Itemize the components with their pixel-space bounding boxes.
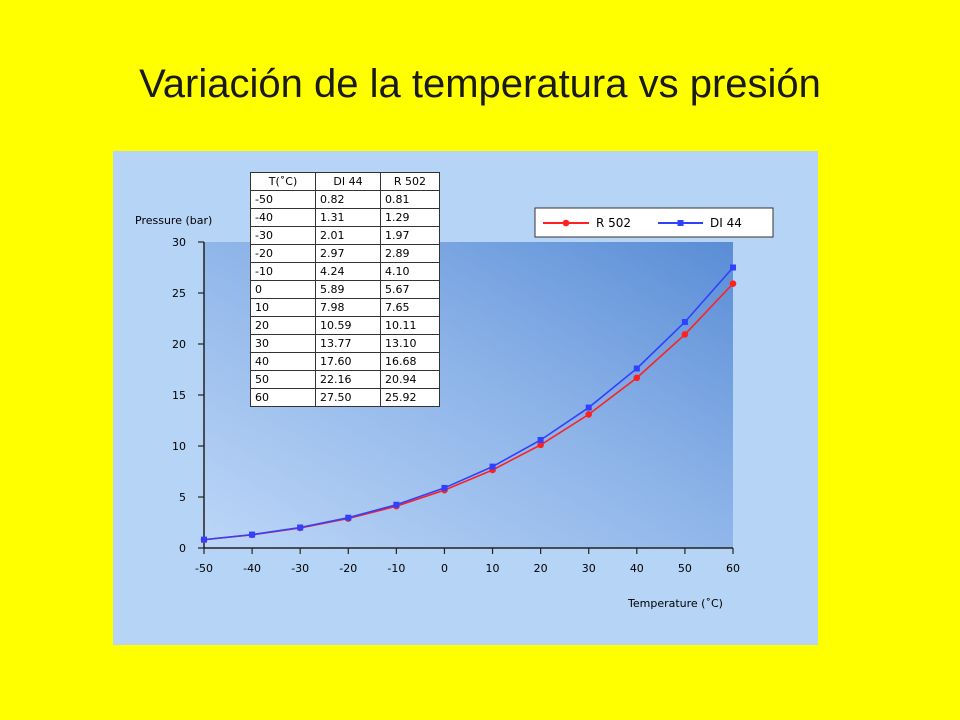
table-cell: 4.10 bbox=[380, 262, 440, 281]
table-cell: 17.60 bbox=[315, 352, 381, 371]
table-row: 0 5.89 5.67 bbox=[250, 280, 440, 299]
table-cell: 2.01 bbox=[315, 226, 381, 245]
table-cell: 13.77 bbox=[315, 334, 381, 353]
table-row: 10 7.98 7.65 bbox=[250, 298, 440, 317]
table-cell: 27.50 bbox=[315, 388, 381, 407]
table-row: 40 17.60 16.68 bbox=[250, 352, 440, 371]
legend-label-r-502: R 502 bbox=[596, 216, 631, 230]
table-cell: 20 bbox=[250, 316, 316, 335]
table-row: 50 22.16 20.94 bbox=[250, 370, 440, 389]
x-tick-label: -30 bbox=[291, 562, 309, 575]
table-cell: 7.65 bbox=[380, 298, 440, 317]
data-point-di-44 bbox=[393, 501, 400, 508]
table-cell: 2.97 bbox=[315, 244, 381, 263]
data-table: T(˚C) DI 44 R 502 -50 0.82 0.81 -40 1.31 1.29 -3… bbox=[250, 172, 440, 407]
table-cell: 10.11 bbox=[380, 316, 440, 335]
table-cell: -30 bbox=[250, 226, 316, 245]
legend: R 502 DI 44 bbox=[534, 207, 774, 238]
y-axis-label: Pressure (bar) bbox=[135, 214, 212, 227]
table-row: -40 1.31 1.29 bbox=[250, 208, 440, 227]
x-tick-label: 60 bbox=[726, 562, 740, 575]
table-row: -10 4.24 4.10 bbox=[250, 262, 440, 281]
table-row: 30 13.77 13.10 bbox=[250, 334, 440, 353]
data-point-r-502 bbox=[681, 331, 689, 338]
table-header-cell: R 502 bbox=[380, 172, 440, 191]
table-cell: -10 bbox=[250, 262, 316, 281]
table-cell: -40 bbox=[250, 208, 316, 227]
data-point-di-44 bbox=[585, 404, 592, 411]
data-point-di-44 bbox=[249, 531, 256, 538]
data-point-di-44 bbox=[441, 484, 448, 491]
table-cell: 7.98 bbox=[315, 298, 381, 317]
table-row: 60 27.50 25.92 bbox=[250, 388, 440, 407]
table-row: -30 2.01 1.97 bbox=[250, 226, 440, 245]
x-tick-label: -50 bbox=[195, 562, 213, 575]
x-tick-label: -10 bbox=[387, 562, 405, 575]
table-cell: 30 bbox=[250, 334, 316, 353]
table-cell: 1.31 bbox=[315, 208, 381, 227]
slide-title: Variación de la temperatura vs presión bbox=[139, 62, 821, 106]
x-tick-label: 0 bbox=[441, 562, 448, 575]
y-tick-label: 15 bbox=[172, 389, 186, 402]
table-cell: -20 bbox=[250, 244, 316, 263]
data-point-di-44 bbox=[297, 524, 304, 531]
table-cell: 5.67 bbox=[380, 280, 440, 299]
table-cell: 25.92 bbox=[380, 388, 440, 407]
table-cell: 20.94 bbox=[380, 370, 440, 389]
table-row: -50 0.82 0.81 bbox=[250, 190, 440, 209]
table-cell: 2.89 bbox=[380, 244, 440, 263]
table-row: -20 2.97 2.89 bbox=[250, 244, 440, 263]
x-tick-label: -20 bbox=[339, 562, 357, 575]
data-point-di-44 bbox=[345, 514, 352, 521]
table-row: 20 10.59 10.11 bbox=[250, 316, 440, 335]
chart-panel: -50 -40 -30 -20 -10 0 10 20 30 40 50 60 0 5 10 15 20 25 3… bbox=[113, 151, 818, 645]
data-point-r-502 bbox=[537, 441, 544, 449]
y-tick-label: 0 bbox=[179, 542, 186, 555]
table-cell: 0.81 bbox=[380, 190, 440, 209]
table-cell: 22.16 bbox=[315, 370, 381, 389]
data-point-di-44 bbox=[537, 436, 544, 443]
table-cell: 5.89 bbox=[315, 280, 381, 299]
x-tick-label: 50 bbox=[678, 562, 692, 575]
table-cell: 4.24 bbox=[315, 262, 381, 281]
table-cell: 13.10 bbox=[380, 334, 440, 353]
x-tick-label: 20 bbox=[534, 562, 548, 575]
data-point-di-44 bbox=[730, 264, 736, 271]
y-tick-label: 25 bbox=[172, 287, 186, 300]
table-cell: 10 bbox=[250, 298, 316, 317]
pressure-temperature-chart: -50 -40 -30 -20 -10 0 10 20 30 40 50 60 05101520253… bbox=[135, 207, 774, 610]
table-cell: 16.68 bbox=[380, 352, 440, 371]
x-tick-label: -40 bbox=[243, 562, 261, 575]
y-tick-label: 10 bbox=[172, 440, 186, 453]
data-point-r-502 bbox=[633, 374, 641, 382]
table-cell: 1.29 bbox=[380, 208, 440, 227]
data-point-r-502 bbox=[729, 280, 737, 287]
series-line-di-44 bbox=[203, 266, 734, 541]
table-cell: -50 bbox=[250, 190, 316, 209]
y-tick-label: 20 bbox=[172, 338, 186, 351]
table-cell: 0.82 bbox=[315, 190, 381, 209]
data-point-di-44 bbox=[633, 365, 640, 372]
table-cell: 1.97 bbox=[380, 226, 440, 245]
y-tick-label: 5 bbox=[179, 491, 186, 504]
x-tick-label: 40 bbox=[630, 562, 644, 575]
x-tick-label: 30 bbox=[582, 562, 596, 575]
data-point-di-44 bbox=[681, 318, 688, 325]
y-tick-label: 30 bbox=[172, 236, 186, 249]
legend-label-di-44: DI 44 bbox=[710, 216, 742, 230]
x-axis-label: Temperature (˚C) bbox=[627, 597, 723, 610]
table-cell: 50 bbox=[250, 370, 316, 389]
data-point-di-44 bbox=[201, 536, 207, 543]
data-point-r-502 bbox=[585, 411, 593, 418]
legend-marker-di-44 bbox=[677, 220, 684, 226]
data-point-di-44 bbox=[489, 463, 496, 470]
table-cell: 40 bbox=[250, 352, 316, 371]
table-header-cell: DI 44 bbox=[315, 172, 381, 191]
table-cell: 10.59 bbox=[315, 316, 381, 335]
table-header-cell: T(˚C) bbox=[250, 172, 316, 191]
table-cell: 0 bbox=[250, 280, 316, 299]
table-cell: 60 bbox=[250, 388, 316, 407]
x-tick-label: 10 bbox=[486, 562, 500, 575]
legend-marker-r-502 bbox=[562, 219, 570, 227]
